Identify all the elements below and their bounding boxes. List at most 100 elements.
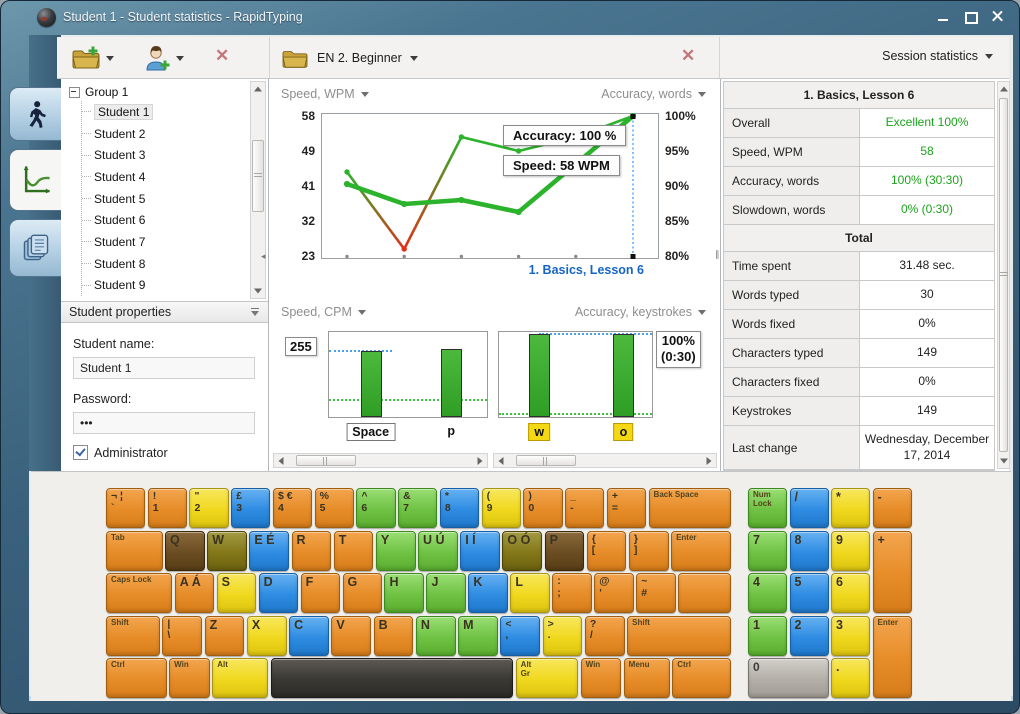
tree-item-student-3[interactable]: Student 3 [82,144,268,166]
key-m[interactable]: M [458,615,498,656]
key-shift[interactable]: Shift [627,615,732,656]
statistics-view-selector[interactable]: Session statistics [882,49,993,63]
lesson-selector[interactable]: EN 2. Beginner [281,43,418,73]
key-b[interactable]: B [373,615,414,656]
tree-item-student-4[interactable]: Student 4 [82,166,268,188]
scroll-right-icon[interactable] [473,454,487,467]
tree-expander-icon[interactable] [69,86,80,98]
scroll-down-icon[interactable] [251,284,265,298]
speed-wpm-selector[interactable]: Speed, WPM [281,87,369,101]
password-input[interactable] [73,412,255,434]
key-0[interactable]: ) 0 [523,488,563,528]
key-enter[interactable]: Enter [671,530,731,571]
numpad-0[interactable]: 0 [748,658,829,698]
tree-item-student-7[interactable]: Student 7 [82,231,268,253]
scroll-left-icon[interactable] [274,454,288,467]
key-s[interactable]: S [216,573,257,613]
numpad-3[interactable]: 3 [831,615,870,656]
accuracy-keystrokes-selector[interactable]: Accuracy, keystrokes [575,305,706,319]
tree-item-student-6[interactable]: Student 6 [82,209,268,231]
numpad-sym-0-7[interactable]: + [872,530,912,613]
splitter-collapse-icon[interactable]: ◂ [261,251,266,261]
key-sym-1-12[interactable]: }] [628,530,669,571]
key-9[interactable]: (9 [481,488,521,528]
key-sym-0-0[interactable]: ¬ ¦ ` [106,488,146,528]
key-t[interactable]: T [333,530,374,571]
key-1[interactable]: ! 1 [147,488,187,528]
table-scrollbar[interactable] [997,81,1010,469]
add-student-button[interactable] [139,43,188,73]
key-7[interactable]: & 7 [398,488,438,528]
accuracy-chart-scrollbar[interactable] [493,453,717,468]
add-group-button[interactable] [67,43,118,73]
key-i[interactable]: I Í [460,530,500,571]
key-5[interactable]: % 5 [314,488,354,528]
numpad-2[interactable]: 2 [789,615,829,656]
numpad-7[interactable]: 7 [748,530,787,571]
collapse-panel-icon[interactable] [250,308,260,316]
key-p[interactable]: P [544,530,585,571]
key-win[interactable]: Win [169,658,210,698]
minimize-button[interactable] [934,9,953,24]
key-e[interactable]: E É [249,530,290,571]
numpad-6[interactable]: 6 [831,573,870,613]
cpm-chart-scrollbar[interactable] [273,453,488,468]
tree-item-student-9[interactable]: Student 9 [82,275,268,297]
scrollbar-thumb[interactable] [296,455,356,466]
key-ctrl[interactable]: Ctrl [106,658,167,698]
properties-header[interactable]: Student properties [61,301,268,323]
key-q[interactable]: Q [165,530,205,571]
numpad-4[interactable]: 4 [748,573,787,613]
delete-student-button[interactable]: ✕ [215,46,230,65]
administrator-checkbox[interactable]: Administrator [73,445,256,460]
key-z[interactable]: Z [204,615,245,656]
key-r[interactable]: R [291,530,332,571]
splitter-handle-icon[interactable]: ∥ [715,249,720,259]
key-win[interactable]: Win [580,658,622,698]
scroll-left-icon[interactable] [494,454,508,467]
delete-lesson-results-button[interactable]: ✕ [681,46,696,65]
key-d[interactable]: D [258,573,299,613]
close-button[interactable] [988,9,1007,24]
numpad-sym-0-1[interactable]: / [789,488,829,528]
key-k[interactable]: K [468,573,508,613]
key-shift[interactable]: Shift [106,615,160,656]
key-u[interactable]: U Ú [418,530,458,571]
tree-item-student-1[interactable]: Student 1 [82,101,268,123]
key-x[interactable]: X [246,615,287,656]
key-sym-0-12[interactable]: + = [606,488,647,528]
key-w[interactable]: W [207,530,247,571]
scroll-down-icon[interactable] [998,454,1009,468]
key-alt[interactable]: Alt [212,658,269,698]
key-caps-lock[interactable]: Caps Lock [106,573,173,613]
key-6[interactable]: ^ 6 [356,488,396,528]
maximize-button[interactable] [961,9,980,24]
key-alt-gr[interactable]: Alt Gr [515,658,579,698]
key-sym-3-1[interactable]: | \ [162,615,203,656]
key-sym-0-11[interactable]: _ - [565,488,605,528]
tree-item-student-8[interactable]: Student 8 [82,253,268,275]
numpad-5[interactable]: 5 [789,573,829,613]
key-c[interactable]: C [289,615,329,656]
key-v[interactable]: V [331,615,372,656]
numpad-sym-0-3[interactable]: - [872,488,912,528]
scroll-up-icon[interactable] [998,82,1009,96]
scroll-right-icon[interactable] [702,454,716,467]
key-menu[interactable]: Menu [623,658,670,698]
key-sym-3-11[interactable]: ? / [584,615,625,656]
tree-scrollbar-thumb[interactable] [252,140,264,212]
key-a[interactable]: A Á [174,573,215,613]
numpad-8[interactable]: 8 [789,530,829,571]
numpad-sym-0-2[interactable]: * [831,488,870,528]
key-h[interactable]: H [384,573,424,613]
numpad-1[interactable]: 1 [748,615,787,656]
key-sym-2-13[interactable] [678,573,731,613]
table-scrollbar-thumb[interactable] [999,98,1008,452]
key-sym-2-12[interactable]: ~ # [636,573,676,613]
key-sym-2-11[interactable]: @ ' [594,573,634,613]
numpad-num-lock[interactable]: Num Lock [748,488,787,528]
key-4[interactable]: $ €4 [272,488,313,528]
tab-lessons[interactable] [9,219,61,277]
numpad-sym-0-16[interactable]: . [831,658,870,698]
key-sym-3-10[interactable]: >. [542,615,583,656]
